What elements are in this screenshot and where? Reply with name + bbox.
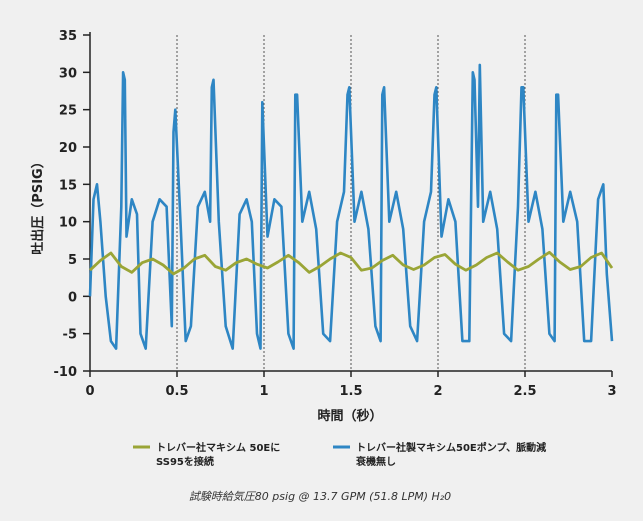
series-line-1	[89, 250, 614, 276]
legend-label-series-2-line-1: トレバー社製マキシム50Eポンプ、脈動減	[356, 441, 546, 454]
x-axis: 0 0.5 1 1.5 2 2.5 3	[85, 370, 617, 399]
legend-item-series-1: トレバー社マキシム 50Eに SS95を接続	[133, 441, 280, 468]
y-axis: -10 -5 0 5 10 15 20 25 30 35	[54, 29, 91, 380]
x-tick-label-4: 2	[433, 384, 442, 399]
y-tick-label-8: 30	[59, 66, 77, 81]
x-axis-title: 時間（秒）	[317, 408, 382, 424]
y-axis-title: 吐出圧（PSIG）	[30, 155, 46, 254]
series-line-2	[88, 63, 614, 350]
y-tick-label-9: 35	[59, 29, 77, 44]
x-tick-label-6: 3	[607, 384, 616, 399]
x-tick-label-3: 1.5	[339, 384, 362, 399]
legend-label-series-1-line-1: トレバー社マキシム 50Eに	[156, 441, 280, 454]
legend: トレバー社マキシム 50Eに SS95を接続 トレバー社製マキシム50Eポンプ、…	[133, 441, 546, 468]
legend-item-series-2: トレバー社製マキシム50Eポンプ、脈動減 衰機無し	[333, 441, 546, 468]
x-tick-label-5: 2.5	[513, 384, 536, 399]
y-tick-label-7: 25	[59, 104, 77, 119]
x-tick-label-2: 1	[259, 384, 268, 399]
y-tick-label-5: 15	[59, 178, 77, 193]
x-tick-label-0: 0	[85, 384, 94, 399]
y-tick-label-4: 10	[59, 216, 77, 231]
gridlines	[176, 35, 526, 371]
legend-label-series-2-line-2: 衰機無し	[355, 455, 396, 468]
test-conditions-footnote: 試験時給気圧80 psig @ 13.7 GPM (51.8 LPM) H₂0	[189, 490, 451, 503]
legend-label-series-1-line-2: SS95を接続	[156, 455, 214, 468]
y-tick-label-3: 5	[68, 253, 77, 268]
plot-series	[88, 63, 614, 350]
y-tick-label-0: -10	[54, 365, 78, 380]
y-tick-label-2: 0	[68, 290, 77, 305]
y-tick-label-6: 20	[59, 141, 77, 156]
y-tick-label-1: -5	[63, 328, 77, 343]
x-tick-label-1: 0.5	[165, 384, 188, 399]
